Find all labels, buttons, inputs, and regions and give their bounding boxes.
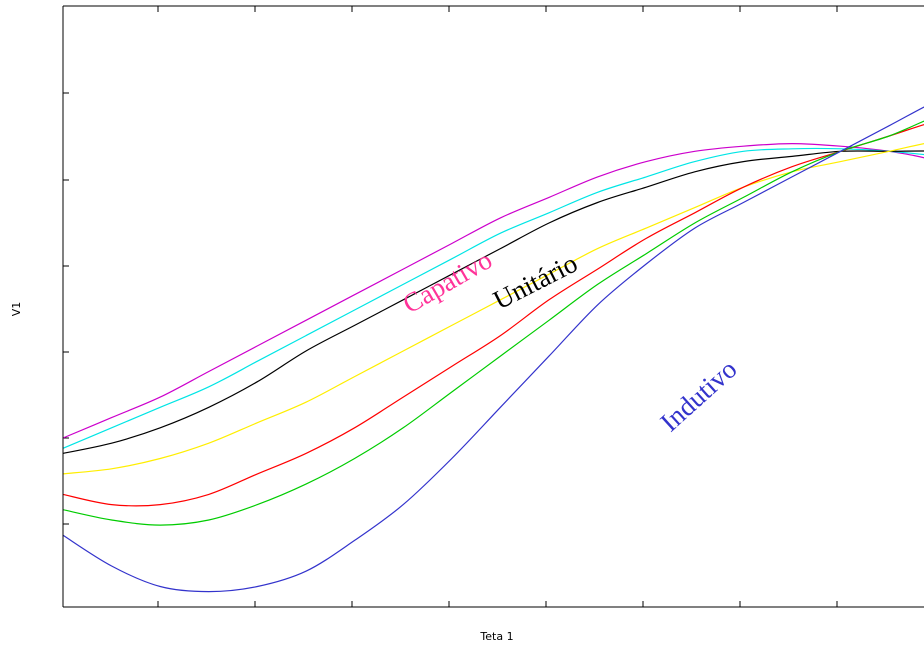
series-line-3 [62,142,924,475]
series-curves [62,106,924,593]
x-axis-label: Teta 1 [479,630,513,643]
series-line-1 [62,147,924,449]
annotation-label: Capativo [398,244,497,319]
series-line-2 [62,150,924,454]
series-line-0 [62,142,924,439]
annotation-label: Indutivo [654,354,742,438]
axis-ticks [63,6,838,607]
y-axis-label: V1 [10,302,23,317]
series-line-5 [62,120,924,526]
series-line-6 [62,106,924,593]
